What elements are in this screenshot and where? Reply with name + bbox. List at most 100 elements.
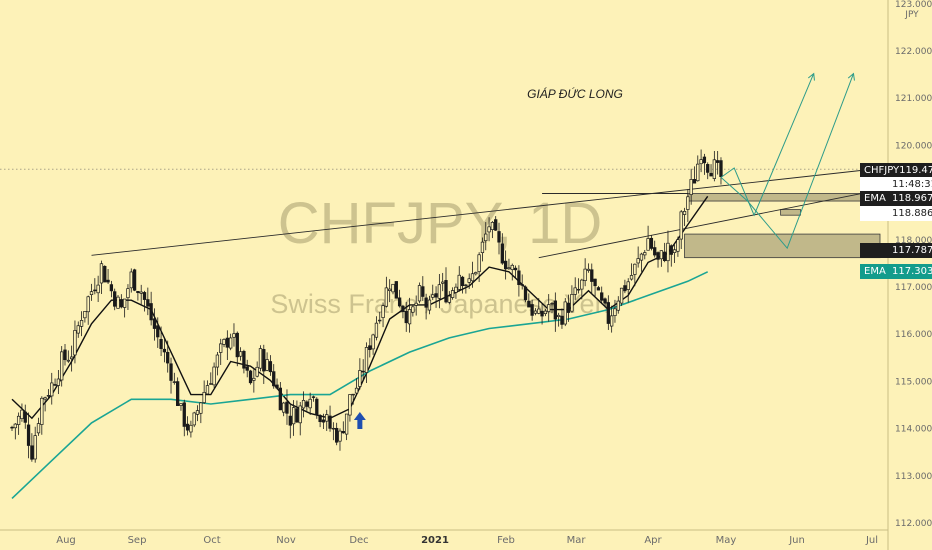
candle-body	[215, 354, 220, 368]
candle-body	[272, 371, 276, 387]
candle-body	[50, 382, 54, 397]
candle-body	[659, 250, 663, 260]
candle-body	[275, 384, 279, 389]
candle-body	[500, 243, 504, 264]
candle-body	[40, 397, 44, 425]
candle-body	[159, 339, 163, 349]
candle-body	[315, 398, 319, 415]
candle-body	[470, 273, 475, 282]
candle-body	[126, 288, 130, 299]
candle-body	[706, 164, 710, 173]
candle-body	[689, 179, 693, 195]
candle-body	[629, 275, 634, 280]
candle-body	[656, 252, 660, 260]
candle-body	[696, 163, 700, 182]
candle-body	[407, 309, 412, 325]
candle-body	[411, 306, 415, 313]
price-tick-label: 123.000	[895, 0, 932, 10]
candle-body	[53, 384, 57, 386]
candle-body	[16, 415, 21, 425]
candle-body	[20, 409, 24, 420]
candle-body	[616, 300, 620, 311]
candle-body	[666, 242, 670, 262]
candle-body	[328, 415, 332, 429]
candle-body	[278, 387, 283, 411]
candle-body	[351, 393, 355, 396]
candle-body	[590, 269, 594, 282]
candle-body	[450, 290, 455, 298]
time-tick-label: Mar	[567, 535, 587, 546]
candle-body	[172, 381, 176, 383]
candle-body	[146, 299, 150, 307]
projection-arrowhead	[847, 72, 855, 81]
candle-body	[583, 268, 587, 281]
candle-body	[484, 233, 488, 242]
candle-body	[142, 292, 147, 300]
price-tick-label: 117.000	[895, 283, 932, 293]
candle-body	[460, 276, 465, 287]
candle-body	[119, 299, 123, 308]
time-tick-label: Oct	[203, 535, 220, 546]
price-tick-label: 112.000	[895, 519, 932, 529]
candle-body	[179, 403, 183, 406]
candle-body	[56, 378, 61, 386]
annotation-text: GIÁP ĐỨC LONG	[527, 86, 623, 101]
price-tag-value: 11:48:31	[892, 179, 932, 190]
candle-body	[467, 278, 471, 283]
candle-body	[507, 267, 511, 270]
candle-body	[619, 287, 624, 304]
price-tag-value: 119.476	[899, 165, 932, 176]
candle-body	[676, 239, 680, 252]
candle-body	[103, 265, 107, 283]
time-tick-label: Apr	[644, 535, 662, 546]
price-tag: EMA 118.967	[860, 191, 932, 206]
candle-body	[457, 274, 461, 290]
candle-body	[13, 423, 17, 429]
price-axis[interactable]: 112.000 113.000 114.000 115.000 116.000 117.0…	[887, 0, 932, 550]
candle-body	[265, 359, 269, 371]
candle-body	[503, 260, 508, 270]
candle-body	[252, 377, 256, 381]
candle-body	[494, 219, 498, 231]
candle-body	[427, 299, 432, 311]
candle-body	[566, 302, 571, 313]
candle-body	[295, 408, 299, 423]
candle-body	[262, 349, 266, 372]
candle-body	[318, 415, 322, 423]
price-tag-name: EMA	[864, 193, 886, 204]
candle-body	[136, 291, 140, 294]
candle-body	[394, 281, 398, 299]
candle-body	[431, 294, 435, 298]
candle-body	[702, 156, 707, 164]
candle-body	[185, 423, 190, 431]
candle-body	[285, 401, 289, 414]
candle-body	[354, 387, 359, 394]
candle-body	[152, 318, 157, 329]
candle-body	[388, 288, 392, 291]
candles-layer[interactable]	[10, 149, 723, 463]
candle-body	[205, 385, 210, 395]
candle-body	[600, 292, 604, 301]
candle-body	[10, 426, 14, 429]
candle-body	[447, 295, 451, 303]
candle-body	[547, 304, 551, 312]
candle-body	[23, 411, 27, 423]
time-axis[interactable]: Aug Sep Oct Nov Dec 2021 Feb Mar Apr May Jun Jul	[0, 529, 888, 546]
candle-body	[166, 351, 170, 364]
candle-body	[639, 253, 644, 261]
price-tag-name: CHFJPY	[864, 165, 900, 176]
zones-layer	[684, 193, 881, 259]
currency-label: JPY	[904, 10, 919, 20]
price-tag-value: 117.787	[892, 245, 932, 256]
candle-body	[325, 414, 329, 422]
candle-body	[308, 398, 312, 409]
candle-body	[26, 424, 31, 446]
candle-body	[712, 159, 717, 179]
candle-body	[401, 305, 405, 313]
candle-body	[424, 297, 428, 308]
candle-body	[699, 159, 703, 165]
supply-demand-zone	[780, 209, 801, 216]
trendline	[538, 188, 884, 259]
candle-body	[232, 333, 236, 338]
